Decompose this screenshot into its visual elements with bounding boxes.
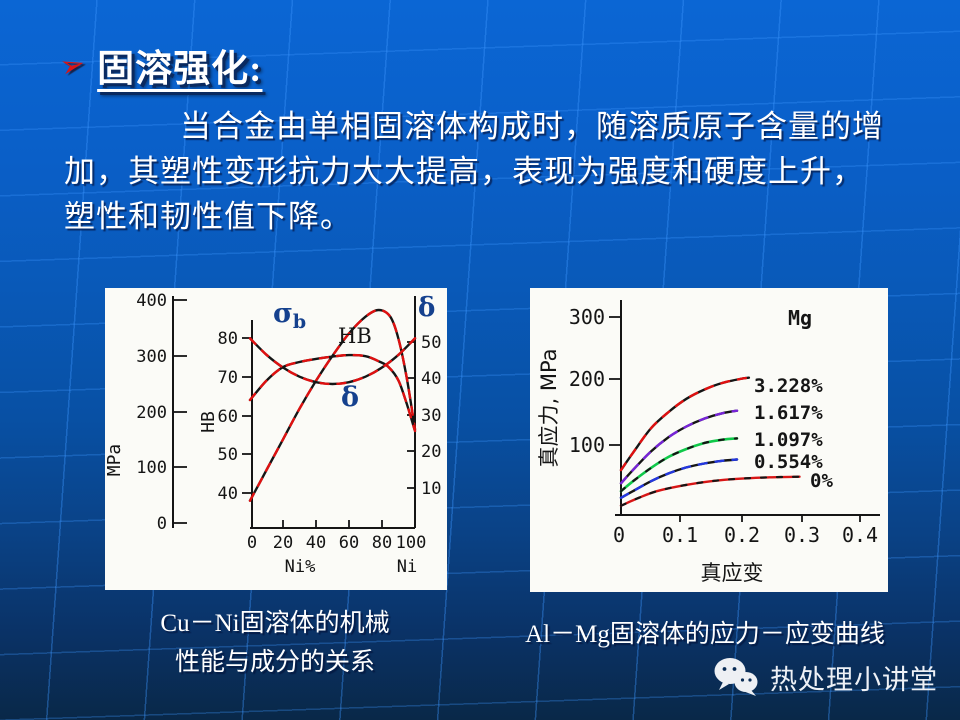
- svg-text:20: 20: [273, 533, 293, 553]
- label-0-554: 0.554%: [754, 451, 823, 473]
- svg-text:40: 40: [218, 484, 238, 504]
- svg-text:0.3: 0.3: [784, 523, 820, 547]
- label-3-228: 3.228%: [754, 375, 823, 397]
- cu-ni-chart: 400 300 200 100 0 MPa 80 70 60 50 40: [104, 291, 441, 577]
- svg-text:0: 0: [613, 523, 625, 547]
- left-chart-caption: Cu－Ni固溶体的机械 性能与成分的关系: [110, 604, 440, 682]
- hb-curve: [248, 353, 417, 433]
- delta-axis-title: δ: [418, 293, 435, 323]
- svg-text:40: 40: [306, 533, 326, 553]
- curve-0-554: [619, 458, 739, 499]
- svg-text:50: 50: [218, 445, 238, 465]
- svg-text:60: 60: [218, 407, 238, 427]
- label-0: 0%: [810, 470, 833, 492]
- body-line-1: 当合金由单相固溶体构成时，随溶质原子含量的增: [180, 109, 884, 144]
- watermark: 热处理小讲堂: [712, 656, 938, 698]
- svg-text:40: 40: [421, 369, 441, 389]
- svg-text:100: 100: [136, 458, 167, 478]
- y-axis-label: 真应力, MPa: [537, 348, 561, 467]
- ni-x-axis: 0 20 40 60 80 100 Ni% Ni: [247, 520, 426, 577]
- curve-1-097: [619, 437, 739, 493]
- svg-text:200: 200: [569, 367, 605, 391]
- stress-y-axis: 300 200 100 真应力, MPa: [537, 300, 622, 515]
- title-row: ➢ 固溶强化:: [56, 38, 263, 92]
- svg-text:0.4: 0.4: [842, 523, 878, 547]
- mpa-axis-label: MPa: [105, 444, 125, 477]
- svg-text:50: 50: [421, 333, 441, 353]
- svg-text:100: 100: [569, 433, 605, 457]
- svg-text:80: 80: [218, 329, 238, 349]
- svg-text:20: 20: [421, 442, 441, 462]
- strain-x-axis: 0 0.1 0.2 0.3 0.4 真应变: [613, 514, 880, 585]
- hb-curve-label: HB: [338, 324, 372, 348]
- svg-text:400: 400: [136, 291, 167, 311]
- sigma-b-curve: [248, 308, 417, 502]
- hb-axis-label: HB: [198, 411, 219, 433]
- label-1-097: 1.097%: [754, 429, 823, 451]
- delta-curve: [248, 337, 417, 386]
- svg-text:200: 200: [136, 403, 167, 423]
- cu-ni-chart-panel: 400 300 200 100 0 MPa 80 70 60 50 40: [104, 288, 447, 590]
- al-mg-chart-panel: 300 200 100 真应力, MPa 0 0.1 0.2 0.3 0.4 真…: [530, 288, 888, 592]
- delta-axis: 50 40 30 20 10 δ: [407, 293, 441, 528]
- body-line-2: 加，其塑性变形抗力大大提高，表现为强度和硬度上升，: [64, 154, 864, 189]
- sigma-b-label: σb: [273, 298, 306, 333]
- svg-text:80: 80: [372, 533, 392, 553]
- curve-3-228: [619, 376, 751, 472]
- delta-curve-label: δ: [341, 382, 359, 413]
- x-axis-label-ni: Ni: [397, 557, 417, 577]
- svg-text:0.2: 0.2: [724, 523, 760, 547]
- curve-1-617: [619, 409, 739, 485]
- body-paragraph: 当合金由单相固溶体构成时，随溶质原子含量的增 加，其塑性变形抗力大大提高，表现为…: [64, 104, 912, 239]
- watermark-label: 热处理小讲堂: [770, 664, 938, 695]
- svg-text:300: 300: [136, 347, 167, 367]
- body-line-3: 塑性和韧性值下降。: [64, 199, 352, 234]
- bullet-arrow-icon: ➢: [56, 45, 90, 86]
- svg-text:70: 70: [218, 368, 238, 388]
- right-chart-caption: Al－Mg固溶体的应力－应变曲线: [525, 621, 885, 648]
- al-mg-chart: 300 200 100 真应力, MPa 0 0.1 0.2 0.3 0.4 真…: [537, 300, 880, 585]
- svg-text:100: 100: [396, 533, 427, 553]
- left-caption-line-1: Cu－Ni固溶体的机械: [160, 610, 390, 637]
- svg-text:60: 60: [339, 533, 359, 553]
- mg-annotation: Mg: [788, 306, 812, 330]
- svg-text:0: 0: [247, 533, 257, 553]
- svg-text:0: 0: [157, 514, 167, 534]
- wechat-icon: [714, 658, 758, 696]
- curve-0: [619, 475, 801, 507]
- x-axis-label: 真应变: [701, 561, 764, 585]
- svg-text:10: 10: [421, 479, 441, 499]
- svg-text:300: 300: [569, 305, 605, 329]
- label-1-617: 1.617%: [754, 402, 823, 424]
- x-axis-label-ni-pct: Ni%: [285, 557, 316, 577]
- hb-axis: 80 70 60 50 40 HB: [198, 320, 253, 528]
- svg-text:0.1: 0.1: [662, 523, 698, 547]
- svg-text:30: 30: [421, 406, 441, 426]
- left-caption-line-2: 性能与成分的关系: [174, 649, 375, 676]
- page-title: 固溶强化:: [97, 49, 263, 90]
- mpa-axis: 400 300 200 100 0 MPa: [104, 291, 187, 534]
